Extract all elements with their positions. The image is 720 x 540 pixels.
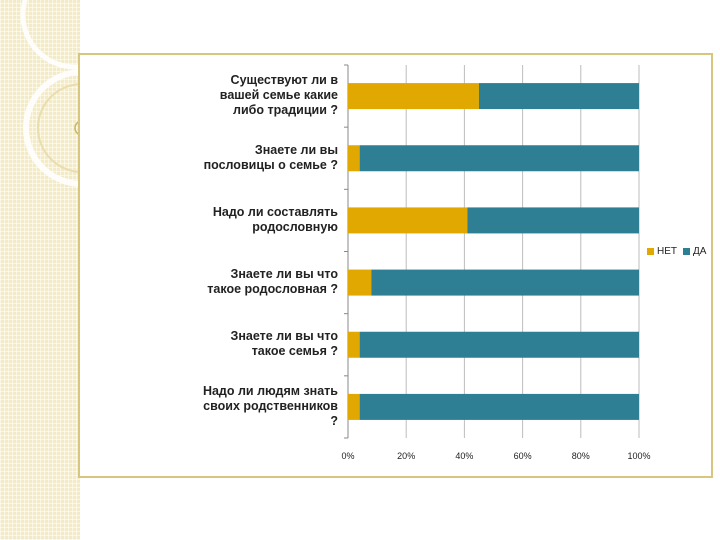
- bar-segment-da: [359, 145, 639, 172]
- bar-segment-net: [348, 393, 360, 420]
- x-tick-label: 60%: [513, 451, 532, 461]
- bar-segment-net: [348, 145, 360, 172]
- category-label: Существуют ли в вашей семье какие либо т…: [219, 73, 338, 118]
- legend-swatch-net: [647, 248, 654, 255]
- legend-label-da: ДА: [693, 246, 707, 257]
- bar-segment-da: [478, 83, 639, 110]
- legend-swatch-da: [683, 248, 690, 255]
- category-label: Знаете ли вы пословицы о семье ?: [203, 142, 338, 172]
- legend-label-net: НЕТ: [657, 246, 677, 257]
- bar-segment-da: [359, 331, 639, 358]
- bar-segment-net: [348, 83, 479, 110]
- category-label: Знаете ли вы что такое родословная ?: [207, 267, 338, 297]
- x-tick-label: 40%: [455, 451, 474, 461]
- bar-segment-da: [371, 269, 639, 296]
- bar-segment-net: [348, 331, 360, 358]
- chart-legend: НЕТ ДА: [647, 246, 706, 257]
- category-label: Надо ли людям знать своих родственников …: [202, 383, 338, 428]
- x-tick-label: 20%: [397, 451, 416, 461]
- bar-segment-net: [348, 207, 468, 234]
- bar-segment-da: [359, 393, 639, 420]
- x-tick-label: 0%: [341, 451, 355, 461]
- category-label: Надо ли составлять родословную: [212, 204, 338, 234]
- x-tick-label: 100%: [627, 451, 651, 461]
- bar-segment-da: [467, 207, 639, 234]
- x-tick-label: 80%: [571, 451, 590, 461]
- category-label: Знаете ли вы что такое семья ?: [230, 329, 338, 359]
- bar-segment-net: [348, 269, 372, 296]
